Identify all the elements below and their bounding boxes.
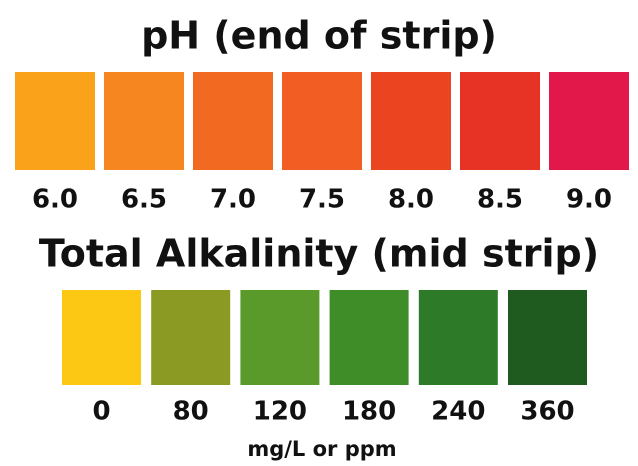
section-title: Total Alkalinity (mid strip) xyxy=(39,232,599,276)
swatch-label: 8.5 xyxy=(477,185,523,215)
swatch xyxy=(282,72,362,170)
swatch-label: 7.5 xyxy=(299,185,345,215)
swatch xyxy=(329,290,409,385)
swatch xyxy=(371,72,451,170)
swatch-label: 9.0 xyxy=(566,185,612,215)
swatch xyxy=(549,72,629,170)
swatch xyxy=(460,72,540,170)
swatch-label: 8.0 xyxy=(388,185,434,215)
swatch-label: 120 xyxy=(253,397,307,427)
swatch-label: 6.0 xyxy=(32,185,78,215)
swatch xyxy=(240,290,320,385)
swatch-label: 7.0 xyxy=(210,185,256,215)
swatch xyxy=(508,290,587,385)
swatch-label: 360 xyxy=(520,397,574,427)
swatch-label: 6.5 xyxy=(121,185,167,215)
swatch-label: 80 xyxy=(173,397,209,427)
swatch xyxy=(193,72,273,170)
swatch xyxy=(104,72,184,170)
unit-label: mg/L or ppm xyxy=(247,437,396,461)
swatch-label: 240 xyxy=(431,397,485,427)
swatch xyxy=(15,72,95,170)
swatch xyxy=(62,290,141,385)
section-title: pH (end of strip) xyxy=(141,14,497,58)
swatch xyxy=(151,290,231,385)
swatch xyxy=(418,290,498,385)
swatch-label: 180 xyxy=(342,397,396,427)
swatch-label: 0 xyxy=(92,397,110,427)
